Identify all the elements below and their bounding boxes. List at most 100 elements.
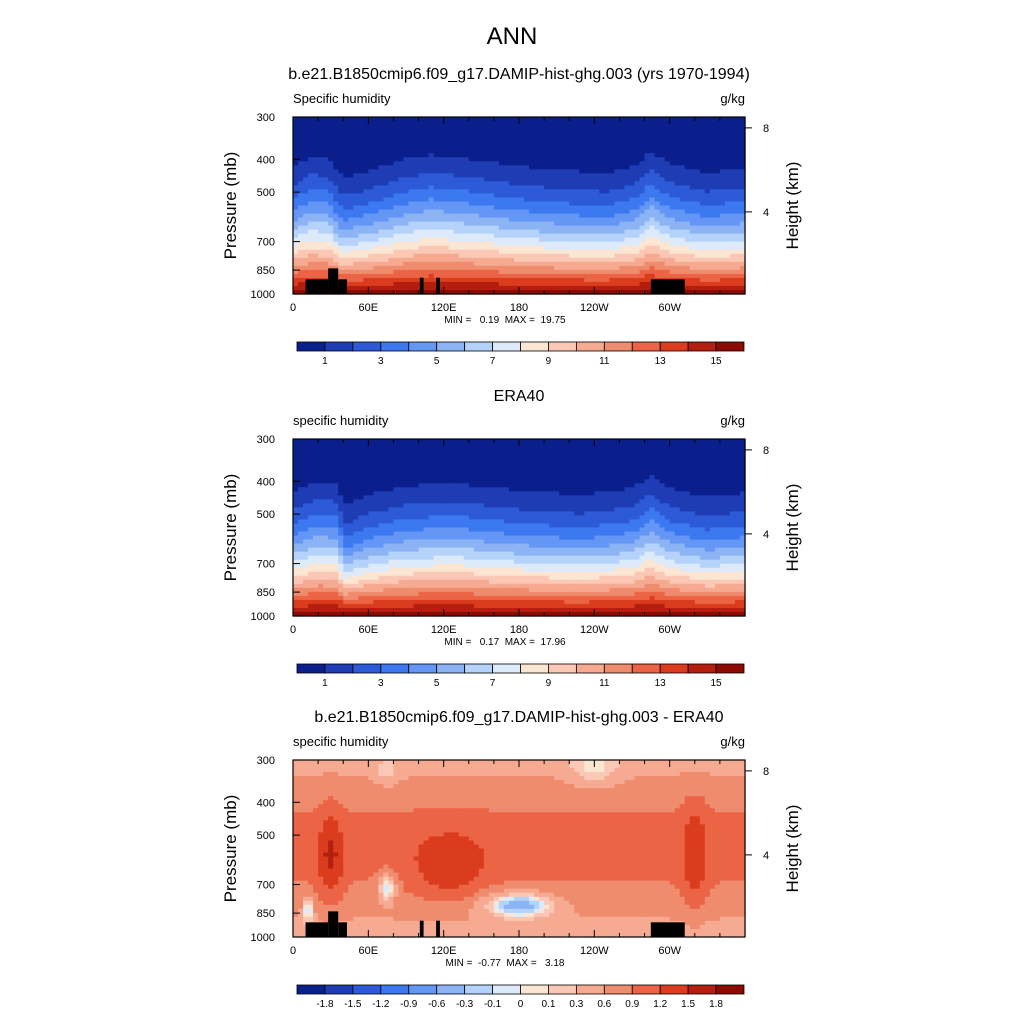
y2-tick-label: 8 xyxy=(763,445,769,457)
y-axis-label: Pressure (mb) xyxy=(221,795,240,903)
colorbar-label: 0.3 xyxy=(569,999,583,1010)
variable-label: specific humidity xyxy=(293,413,389,428)
y-tick-label: 400 xyxy=(257,154,275,166)
x-tick-label: 60E xyxy=(359,624,379,636)
figure-title: ANN xyxy=(487,23,538,50)
y2-axis-label: Height (km) xyxy=(783,162,802,250)
min-max-stats: MIN = -0.77 MAX = 3.18 xyxy=(446,958,565,969)
colorbar-label: 13 xyxy=(655,678,667,689)
colorbar-label: 0 xyxy=(518,999,524,1010)
y2-tick-label: 8 xyxy=(763,766,769,778)
colorbar-label: 13 xyxy=(655,356,667,367)
colorbar-label: 1.5 xyxy=(681,999,695,1010)
terrain-mask xyxy=(338,922,347,937)
x-tick-label: 60W xyxy=(658,945,681,957)
colorbar-label: 1 xyxy=(322,678,328,689)
terrain-mask xyxy=(338,279,347,294)
y-tick-label: 500 xyxy=(257,509,275,521)
terrain-mask xyxy=(305,922,329,937)
x-tick-label: 120E xyxy=(431,945,457,957)
colorbar: 1 3 5 7 9 11 13 15 xyxy=(296,663,745,689)
panel-3: b.e21.B1850cmip6.f09_g17.DAMIP-hist-ghg.… xyxy=(221,709,802,1010)
colorbar-label: -1.8 xyxy=(316,999,334,1010)
x-tick-label: 180 xyxy=(510,624,528,636)
terrain-mask xyxy=(650,922,685,937)
y2-axis-label: Height (km) xyxy=(783,805,802,893)
panel-2: ERA40 specific humidity g/kg 0 60E 120E 180 120… xyxy=(221,388,802,689)
y2-tick-label: 4 xyxy=(763,529,769,541)
y2-axis-label: Height (km) xyxy=(783,484,802,572)
colorbar-label: 3 xyxy=(378,356,384,367)
colorbar-label: 15 xyxy=(710,678,722,689)
y-tick-label: 300 xyxy=(257,434,275,446)
x-tick-label: 0 xyxy=(290,624,296,636)
y-tick-label: 500 xyxy=(257,187,275,199)
colorbar-label: 0.6 xyxy=(597,999,611,1010)
colorbar-label: 1 xyxy=(322,356,328,367)
contour-field xyxy=(293,117,746,295)
y-tick-label: 850 xyxy=(257,265,275,277)
colorbar-label: 5 xyxy=(434,356,440,367)
terrain-mask xyxy=(419,920,424,937)
y-tick-label: 300 xyxy=(257,755,275,767)
x-tick-label: 120E xyxy=(431,302,457,314)
variable-label: specific humidity xyxy=(293,734,389,749)
colorbar-label: -1.5 xyxy=(344,999,362,1010)
panel-title: b.e21.B1850cmip6.f09_g17.DAMIP-hist-ghg.… xyxy=(288,66,750,83)
colorbar-label: 5 xyxy=(434,678,440,689)
terrain-mask xyxy=(328,268,339,294)
units-label: g/kg xyxy=(720,413,745,428)
panel-title: ERA40 xyxy=(494,388,545,405)
x-tick-label: 120W xyxy=(580,624,609,636)
x-tick-label: 180 xyxy=(510,945,528,957)
colorbar-label: 11 xyxy=(599,678,610,689)
x-tick-label: 0 xyxy=(290,945,296,957)
y-tick-label: 1000 xyxy=(251,611,275,623)
panel-1: b.e21.B1850cmip6.f09_g17.DAMIP-hist-ghg.… xyxy=(221,66,802,367)
y2-tick-label: 4 xyxy=(763,850,769,862)
y-tick-label: 1000 xyxy=(251,932,275,944)
terrain-mask xyxy=(650,279,685,294)
y-tick-label: 300 xyxy=(257,112,275,124)
units-label: g/kg xyxy=(720,91,745,106)
panel-title: b.e21.B1850cmip6.f09_g17.DAMIP-hist-ghg.… xyxy=(314,709,723,726)
y-tick-label: 850 xyxy=(257,587,275,599)
x-tick-label: 120W xyxy=(580,945,609,957)
x-tick-label: 60W xyxy=(658,302,681,314)
y-tick-label: 700 xyxy=(257,880,275,892)
colorbar-label: 7 xyxy=(490,678,496,689)
y-tick-label: 400 xyxy=(257,476,275,488)
colorbar-label: 9 xyxy=(546,356,552,367)
min-max-stats: MIN = 0.19 MAX = 19.75 xyxy=(444,315,566,326)
colorbar-label: 3 xyxy=(378,678,384,689)
colorbar-label: 0.9 xyxy=(625,999,639,1010)
x-tick-label: 60W xyxy=(658,624,681,636)
x-tick-label: 60E xyxy=(359,945,379,957)
terrain-mask xyxy=(436,920,440,937)
y-tick-label: 700 xyxy=(257,237,275,249)
y2-tick-label: 8 xyxy=(763,123,769,135)
colorbar-label: 1.2 xyxy=(653,999,667,1010)
y-tick-label: 1000 xyxy=(251,289,275,301)
x-tick-label: 60E xyxy=(359,302,379,314)
y-axis-label: Pressure (mb) xyxy=(221,474,240,582)
x-tick-label: 0 xyxy=(290,302,296,314)
units-label: g/kg xyxy=(720,734,745,749)
colorbar-label: -1.2 xyxy=(372,999,390,1010)
colorbar-label: -0.3 xyxy=(456,999,474,1010)
y-tick-label: 500 xyxy=(257,830,275,842)
terrain-mask xyxy=(419,277,424,294)
colorbar-label: 11 xyxy=(599,356,610,367)
colorbar: -1.8 -1.5 -1.2 -0.9 -0.6 -0.3 -0.1 0 0.1 0.3 0.6 0.… xyxy=(296,984,745,1010)
x-tick-label: 180 xyxy=(510,302,528,314)
colorbar-label: 7 xyxy=(490,356,496,367)
y-tick-label: 700 xyxy=(257,559,275,571)
y-tick-label: 850 xyxy=(257,908,275,920)
terrain-mask xyxy=(436,277,440,294)
colorbar-label: 15 xyxy=(710,356,722,367)
x-tick-label: 120E xyxy=(431,624,457,636)
y2-tick-label: 4 xyxy=(763,207,769,219)
contour-field xyxy=(293,760,746,938)
x-tick-label: 120W xyxy=(580,302,609,314)
